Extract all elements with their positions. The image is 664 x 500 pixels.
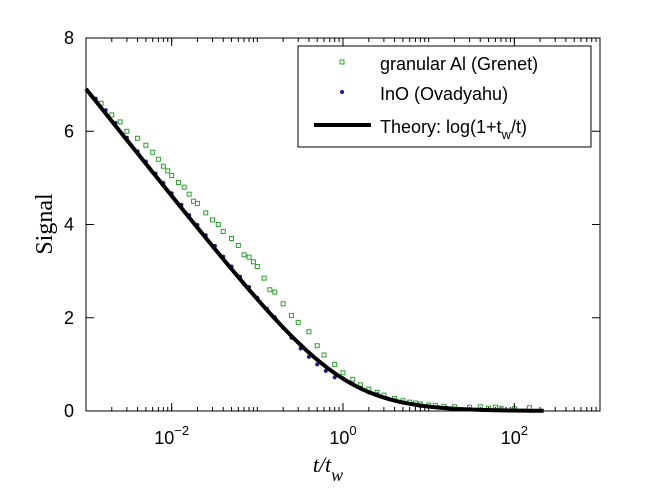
point-granular-al <box>194 201 200 207</box>
legend-label-theory-sub: w <box>501 127 512 142</box>
point-granular-al <box>143 142 149 148</box>
point-granular-al <box>254 263 260 269</box>
theory-line-group <box>84 87 544 413</box>
x-tick-label-base: 10 <box>501 428 521 448</box>
point-granular-al <box>340 370 346 376</box>
point-granular-al <box>295 319 301 325</box>
point-granular-al <box>135 135 141 141</box>
x-tick-label: 100 <box>329 423 356 448</box>
point-granular-al <box>280 301 286 307</box>
x-axis-ticks: 10−2 100 102 <box>85 38 597 448</box>
point-granular-al <box>321 352 327 358</box>
plot-area <box>84 87 544 413</box>
y-tick-label: 8 <box>64 28 74 48</box>
x-axis-label: t/tw <box>313 452 343 485</box>
point-granular-al <box>350 376 356 382</box>
x-axis-label-main: t/t <box>313 452 332 477</box>
point-granular-al <box>186 191 192 197</box>
point-granular-al <box>175 180 181 186</box>
y-axis-label: Signal <box>32 193 58 255</box>
legend-label-ino: InO (Ovadyahu) <box>380 84 508 104</box>
point-granular-al <box>241 252 247 258</box>
legend-marker-ino <box>340 90 344 94</box>
point-granular-al <box>124 128 130 134</box>
point-granular-al <box>117 119 123 125</box>
point-granular-al <box>155 156 161 162</box>
theory-line <box>84 87 544 413</box>
point-granular-al <box>169 173 175 179</box>
point-ino <box>315 362 320 367</box>
point-granular-al <box>272 289 278 295</box>
x-tick-label: 102 <box>501 423 528 448</box>
y-tick-label: 0 <box>64 401 74 421</box>
point-granular-al <box>306 329 312 335</box>
point-granular-al <box>210 217 216 223</box>
point-granular-al <box>220 228 226 234</box>
legend-label-theory: Theory: log(1+tw/t) <box>380 117 527 142</box>
point-granular-al <box>109 112 115 118</box>
point-granular-al <box>229 235 235 241</box>
y-axis-ticks: 0 2 4 6 8 <box>64 28 600 421</box>
x-tick-label-exp: 0 <box>349 423 356 438</box>
point-ino <box>332 375 337 380</box>
point-granular-al <box>150 149 156 155</box>
point-granular-al <box>250 259 256 265</box>
point-granular-al <box>246 254 252 260</box>
y-tick-label: 6 <box>64 121 74 141</box>
x-tick-label-exp: 2 <box>521 423 528 438</box>
x-tick-label: 10−2 <box>154 423 189 448</box>
point-granular-al <box>235 242 241 248</box>
point-granular-al <box>267 287 273 293</box>
x-tick-label-base: 10 <box>154 428 174 448</box>
legend-label-theory-prefix: Theory: log(1+t <box>380 117 502 137</box>
legend-marker-granular-al <box>339 59 345 65</box>
y-tick-label: 2 <box>64 308 74 328</box>
point-granular-al <box>215 222 221 227</box>
x-tick-label-base: 10 <box>329 428 349 448</box>
legend-box <box>297 45 592 148</box>
point-granular-al <box>181 184 187 190</box>
point-granular-al <box>332 361 338 367</box>
legend-label-theory-suffix: /t) <box>511 117 527 137</box>
x-axis-label-sub: w <box>331 465 343 485</box>
point-granular-al <box>203 210 209 216</box>
point-granular-al <box>261 275 267 281</box>
point-granular-al <box>160 163 166 169</box>
point-granular-al <box>314 343 320 349</box>
point-granular-al <box>288 312 294 318</box>
x-tick-label-exp: −2 <box>174 423 189 438</box>
legend-label-granular-al: granular Al (Grenet) <box>380 54 538 74</box>
point-granular-al <box>165 168 171 174</box>
y-tick-label: 4 <box>64 215 74 235</box>
legend: granular Al (Grenet) InO (Ovadyahu) Theo… <box>297 45 592 148</box>
